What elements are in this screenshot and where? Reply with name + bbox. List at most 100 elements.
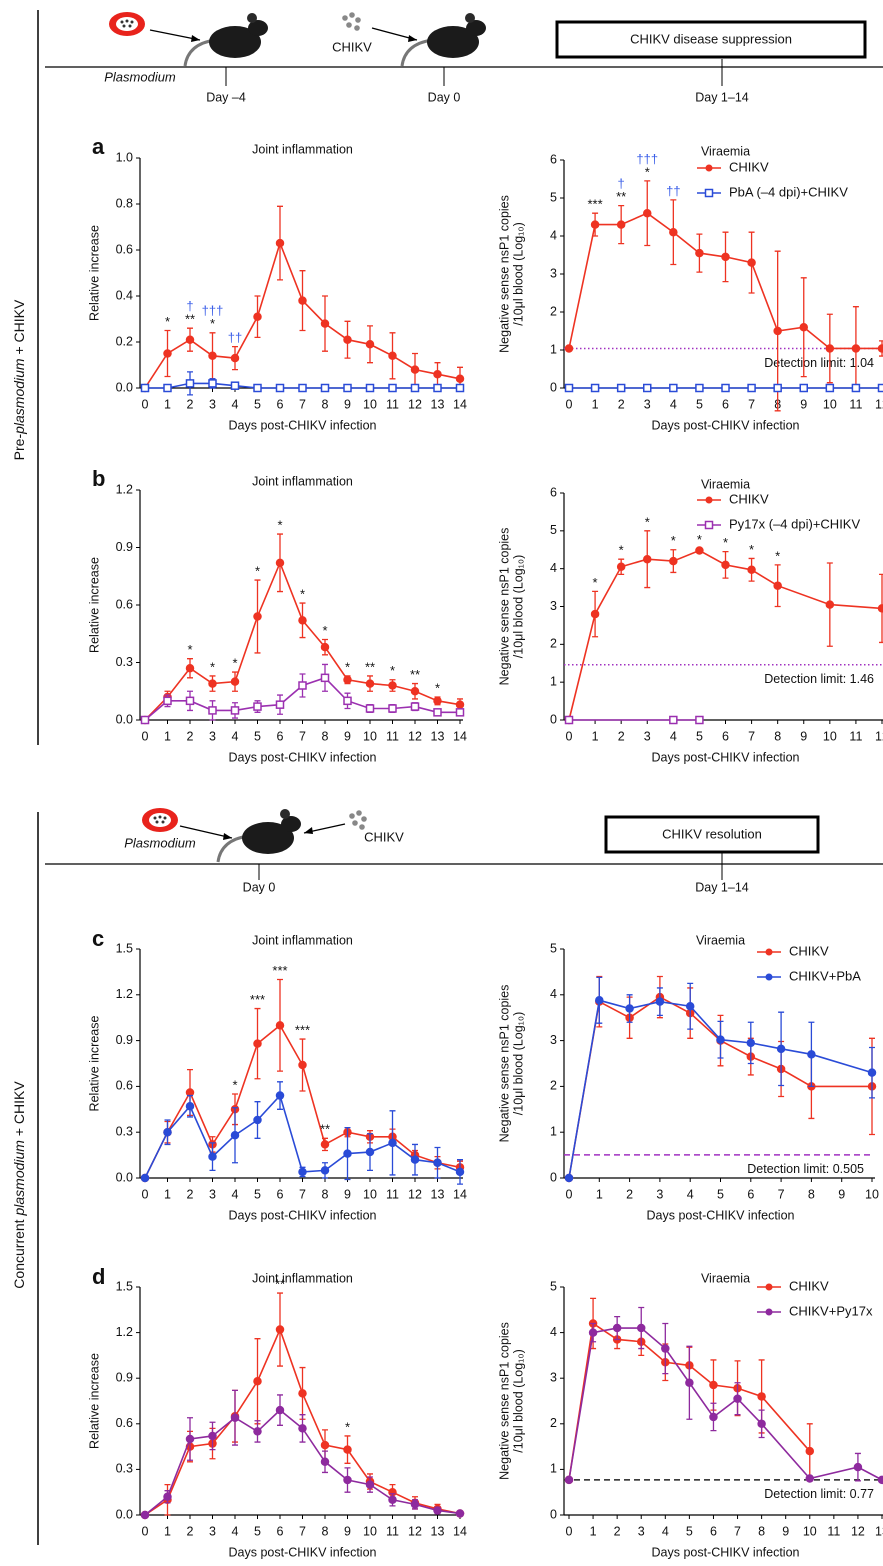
y-tick-label: 0 <box>550 1170 557 1184</box>
marker <box>410 702 420 711</box>
y-tick-label: 0.0 <box>116 712 133 726</box>
marker <box>230 353 240 363</box>
x-tick-label: 9 <box>344 397 351 411</box>
annotation: * <box>210 659 215 674</box>
x-tick-label: 10 <box>865 1187 879 1201</box>
annotation: * <box>232 656 237 671</box>
marker <box>590 383 600 393</box>
y-tick-label: 1 <box>550 342 557 356</box>
marker <box>825 600 835 609</box>
legend-label: CHIKV+Py17x <box>789 1303 873 1318</box>
pathogen-label: Plasmodium <box>104 69 176 84</box>
chart-title: Viraemia <box>701 1271 750 1285</box>
marker <box>685 1378 694 1388</box>
x-tick-label: 12 <box>408 1187 422 1201</box>
x-tick-label: 2 <box>187 729 194 743</box>
marker <box>163 383 172 393</box>
x-tick-label: 6 <box>747 1187 754 1201</box>
marker <box>433 383 442 393</box>
marker <box>320 319 330 328</box>
marker <box>773 326 782 336</box>
annotation: †† <box>228 330 242 345</box>
x-tick-label: 11 <box>827 1524 840 1538</box>
x-tick-label: 0 <box>566 397 573 411</box>
chart-title: Joint inflammation <box>252 142 353 156</box>
marker <box>320 1166 330 1175</box>
series-line <box>568 1327 883 1481</box>
legend-marker <box>705 164 713 172</box>
y-tick-label: 0.2 <box>116 334 133 348</box>
marker <box>877 604 883 613</box>
marker <box>298 1389 307 1398</box>
marker <box>253 1039 262 1048</box>
x-tick-label: 8 <box>322 397 329 411</box>
x-tick-label: 6 <box>277 1187 284 1201</box>
marker <box>410 365 420 374</box>
marker <box>230 677 240 686</box>
marker <box>877 344 883 353</box>
chart-title: Viraemia <box>701 144 750 158</box>
side-label-part: + CHIKV <box>11 299 27 355</box>
marker <box>455 708 465 717</box>
marker <box>433 1158 442 1167</box>
legend-label: CHIKV+PbA <box>789 968 861 983</box>
y-axis-label: Negative sense nsP1 copies <box>497 195 511 353</box>
marker <box>208 379 217 388</box>
marker <box>655 997 665 1006</box>
marker <box>455 1509 465 1518</box>
marker <box>208 706 217 715</box>
annotation: * <box>255 564 260 579</box>
marker <box>298 1424 307 1433</box>
marker <box>433 708 442 717</box>
y-tick-label: 5 <box>550 1279 557 1293</box>
x-tick-label: 11 <box>386 1187 399 1201</box>
legend-marker <box>765 948 773 956</box>
marker <box>298 616 307 625</box>
marker <box>588 1328 598 1337</box>
x-tick-label: 1 <box>164 1187 171 1201</box>
marker <box>298 383 307 393</box>
x-tick-label: 3 <box>209 1187 216 1201</box>
x-tick-label: 10 <box>363 1187 377 1201</box>
x-tick-label: 5 <box>254 397 261 411</box>
annotation: ** <box>616 189 626 204</box>
detection-label: Detection limit: 1.46 <box>764 672 874 686</box>
x-tick-label: 7 <box>748 397 755 411</box>
marker <box>320 1140 330 1149</box>
marker <box>695 715 704 725</box>
marker <box>733 1394 742 1403</box>
x-tick-label: 0 <box>566 729 573 743</box>
annotation: * <box>345 659 350 674</box>
annotation: ** <box>320 1122 330 1137</box>
x-tick-label: 5 <box>696 729 703 743</box>
y-tick-label: 1.0 <box>116 150 133 164</box>
y-tick-label: 4 <box>550 228 557 242</box>
marker <box>661 1344 670 1353</box>
x-tick-label: 5 <box>254 729 261 743</box>
marker <box>320 383 330 393</box>
marker <box>230 1131 240 1140</box>
y-tick-label: 5 <box>550 941 557 955</box>
marker <box>365 704 375 713</box>
annotation: * <box>645 514 650 529</box>
marker <box>716 1035 725 1044</box>
marker <box>564 715 574 725</box>
y-tick-label: 6 <box>550 485 557 499</box>
marker <box>253 612 262 621</box>
y-tick-label: 3 <box>550 1370 557 1384</box>
x-tick-label: 3 <box>644 397 651 411</box>
marker <box>163 696 172 706</box>
panel-letter: d <box>92 1264 105 1289</box>
marker <box>757 1392 766 1401</box>
marker <box>636 1323 646 1333</box>
annotation: *** <box>295 1023 310 1038</box>
legend-label: CHIKV <box>789 943 829 958</box>
marker <box>564 383 574 393</box>
annotation: * <box>300 587 305 602</box>
y-axis-label: /10μl blood (Log₁₀) <box>511 1012 525 1115</box>
y-tick-label: 1.5 <box>116 941 133 955</box>
x-tick-label: 2 <box>618 729 625 743</box>
x-tick-label: 8 <box>758 1524 765 1538</box>
marker <box>747 383 756 393</box>
